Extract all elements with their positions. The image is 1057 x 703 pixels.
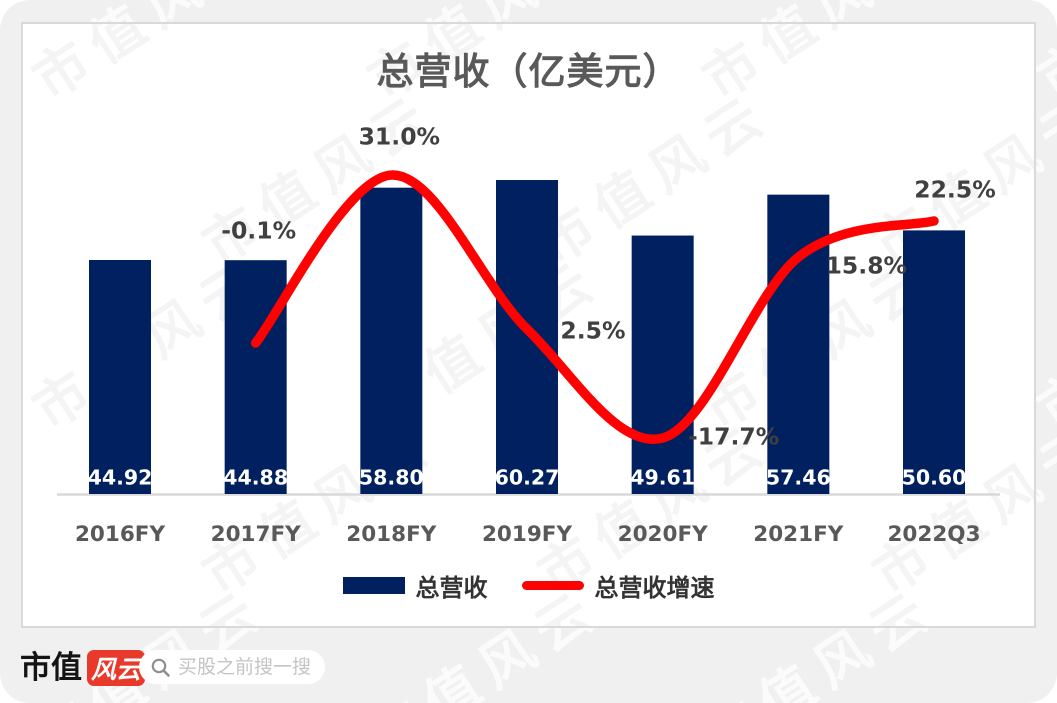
legend-item-revenue: 总营收 xyxy=(342,568,488,603)
growth-line xyxy=(250,170,939,445)
growth-point-label: 22.5% xyxy=(914,175,996,203)
revenue-bar xyxy=(631,235,694,494)
category-label: 2019FY xyxy=(482,522,573,547)
revenue-bar xyxy=(224,260,287,494)
category-label: 2020FY xyxy=(618,522,709,547)
bars-group: 44.92 2016FY 44.88 2017FY 58.80 2018FY 60.27 20… xyxy=(75,180,981,547)
category-label: 2022Q3 xyxy=(887,522,980,547)
search-input[interactable] xyxy=(178,656,323,678)
revenue-bar xyxy=(89,259,151,494)
bar-value-label: 58.80 xyxy=(359,466,424,490)
bar-value-label: 50.60 xyxy=(902,466,967,490)
growth-point-label: 15.8% xyxy=(826,252,908,280)
category-label: 2017FY xyxy=(211,522,302,547)
category-label: 2016FY xyxy=(75,522,166,547)
search-bar[interactable] xyxy=(139,650,325,684)
search-icon xyxy=(151,658,170,677)
revenue-bar xyxy=(360,187,423,494)
revenue-bar xyxy=(903,230,966,495)
chart-legend: 总营收 总营收增速 xyxy=(23,568,1034,603)
growth-point-label: 31.0% xyxy=(359,123,441,151)
bar-value-label: 49.61 xyxy=(630,466,695,490)
growth-point-label: 2.5% xyxy=(560,316,625,344)
category-label: 2021FY xyxy=(753,522,844,547)
growth-point-label: -0.1% xyxy=(221,217,296,245)
legend-item-growth: 总营收增速 xyxy=(521,568,715,603)
legend-growth-label: 总营收增速 xyxy=(594,576,715,602)
growth-line-group xyxy=(250,170,939,445)
legend-bar-swatch xyxy=(342,577,405,594)
category-label: 2018FY xyxy=(346,522,437,547)
bar-value-label: 44.92 xyxy=(88,466,153,490)
footer-bar: 市值 风云 xyxy=(0,628,1057,703)
brand-logo-badge: 风云 xyxy=(87,650,145,686)
brand-logo-text: 市值 xyxy=(20,650,82,685)
chart-svg: 44.92 2016FY 44.88 2017FY 58.80 2018FY 60.27 20… xyxy=(57,123,1000,547)
bar-value-label: 57.46 xyxy=(766,466,831,490)
legend-revenue-label: 总营收 xyxy=(415,576,488,602)
growth-point-label: -17.7% xyxy=(688,423,779,451)
bar-value-label: 60.27 xyxy=(495,466,560,490)
legend-line-swatch xyxy=(521,581,584,590)
bar-value-label: 44.88 xyxy=(223,466,288,490)
chart-card: 市值风云市值风云市值风云市值风云市值风云市值风云市值风云市值风云市值风云市值风云… xyxy=(21,22,1036,628)
chart-title: 总营收（亿美元） xyxy=(376,52,681,93)
labels-group: -0.1% 31.0% 2.5% -17.7% 15.8% 22.5% xyxy=(221,123,996,451)
brand-logo: 市值 风云 xyxy=(20,650,145,686)
revenue-bar xyxy=(496,180,559,495)
